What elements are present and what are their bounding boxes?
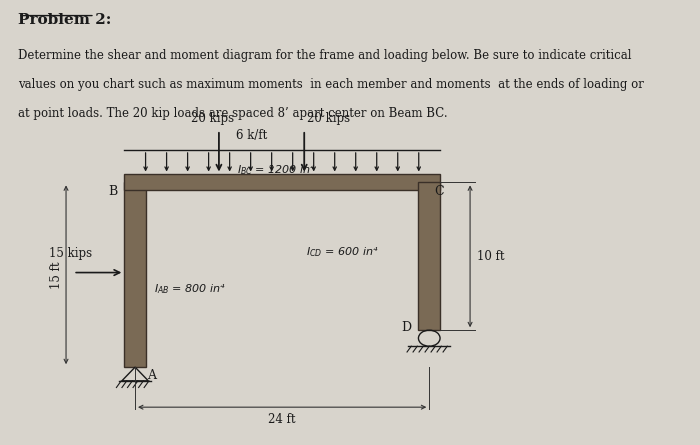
Polygon shape bbox=[419, 182, 440, 330]
Text: 20 kips: 20 kips bbox=[307, 112, 350, 125]
Text: $I_{AB}$ = 800 in⁴: $I_{AB}$ = 800 in⁴ bbox=[154, 281, 226, 295]
Text: $I_{CD}$ = 600 in⁴: $I_{CD}$ = 600 in⁴ bbox=[306, 244, 378, 259]
Text: Problem 2:: Problem 2: bbox=[18, 13, 111, 27]
Text: 24 ft: 24 ft bbox=[268, 413, 296, 425]
Text: 6 k/ft: 6 k/ft bbox=[237, 129, 267, 142]
Text: Determine the shear and moment diagram for the frame and loading below. Be sure : Determine the shear and moment diagram f… bbox=[18, 49, 631, 62]
Polygon shape bbox=[125, 182, 146, 367]
Text: at point loads. The 20 kip loads are spaced 8’ apart center on Beam BC.: at point loads. The 20 kip loads are spa… bbox=[18, 107, 447, 120]
Text: 20 kips: 20 kips bbox=[191, 112, 235, 125]
Text: D: D bbox=[401, 321, 411, 335]
Polygon shape bbox=[125, 174, 440, 190]
Text: C: C bbox=[434, 185, 444, 198]
Text: A: A bbox=[147, 369, 156, 382]
Text: B: B bbox=[108, 185, 117, 198]
Text: values on you chart such as maximum moments  in each member and moments  at the : values on you chart such as maximum mome… bbox=[18, 78, 644, 91]
Text: 10 ft: 10 ft bbox=[477, 250, 505, 263]
Text: 15 ft: 15 ft bbox=[50, 261, 63, 288]
Text: 15 kips: 15 kips bbox=[49, 247, 92, 260]
Text: $I_{BC}$ = 1200 in⁴: $I_{BC}$ = 1200 in⁴ bbox=[237, 162, 316, 177]
